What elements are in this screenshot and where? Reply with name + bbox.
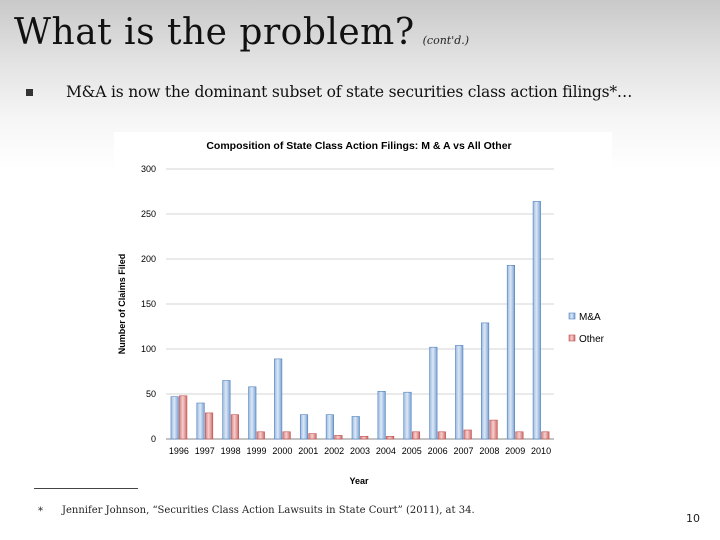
x-tick-label: 2004 xyxy=(376,446,396,456)
y-tick-label: 150 xyxy=(141,299,156,309)
legend-swatch xyxy=(568,312,576,320)
bar-ma-2001 xyxy=(299,414,309,440)
bar-other-2010 xyxy=(541,431,550,440)
bar-other-1997 xyxy=(205,412,214,440)
chart-svg: Composition of State Class Action Filing… xyxy=(117,140,605,486)
bullet-text: M&A is now the dominant subset of state … xyxy=(66,83,633,101)
legend-label: Other xyxy=(579,334,605,345)
bar-ma-2008 xyxy=(481,322,490,440)
y-axis-label: Number of Claims Filed xyxy=(117,254,127,355)
bar-ma-2010 xyxy=(532,201,541,440)
x-tick-label: 1997 xyxy=(195,446,215,456)
bar-ma-1996 xyxy=(170,396,179,440)
y-axis-ticks: 0 50 100 150 200 250 300 xyxy=(141,164,156,444)
y-tick-label: 250 xyxy=(141,209,156,219)
x-tick-label: 1996 xyxy=(169,446,189,456)
bar-other-2004 xyxy=(386,435,395,440)
legend-label: M&A xyxy=(579,312,601,323)
x-tick-label: 1998 xyxy=(221,446,241,456)
bar-other-1999 xyxy=(256,431,265,440)
bar-other-1996 xyxy=(179,395,188,440)
x-tick-label: 2007 xyxy=(453,446,473,456)
legend-swatch xyxy=(568,334,576,342)
footnote-divider xyxy=(34,488,138,489)
bar-chart: Composition of State Class Action Filing… xyxy=(114,132,612,490)
bar-ma-1997 xyxy=(196,402,205,440)
bar-ma-2006 xyxy=(429,346,438,440)
bar-other-2003 xyxy=(360,435,369,440)
x-tick-label: 2009 xyxy=(505,446,525,456)
gridlines xyxy=(166,168,554,395)
bar-other-2002 xyxy=(334,435,343,440)
y-tick-label: 50 xyxy=(146,389,156,399)
y-tick-label: 200 xyxy=(141,254,156,264)
chart-title: Composition of State Class Action Filing… xyxy=(206,140,511,152)
bar-other-2005 xyxy=(411,431,421,440)
x-tick-label: 2010 xyxy=(531,446,551,456)
bar-other-2006 xyxy=(437,431,446,440)
page-number: 10 xyxy=(686,512,700,525)
bar-ma-1999 xyxy=(248,386,257,440)
slide-title: What is the problem? xyxy=(14,12,415,53)
bar-ma-2002 xyxy=(325,414,334,440)
bar-ma-2004 xyxy=(377,390,386,440)
bar-ma-2005 xyxy=(403,391,412,440)
x-tick-label: 2003 xyxy=(350,446,370,456)
bar-other-2007 xyxy=(463,429,472,440)
x-axis-label: Year xyxy=(349,476,369,486)
bar-other-2001 xyxy=(308,433,317,440)
bar-other-2000 xyxy=(282,431,291,440)
x-tick-label: 2001 xyxy=(298,446,318,456)
chart-legend: M&A Other xyxy=(568,312,605,345)
square-bullet-icon xyxy=(26,88,33,96)
x-tick-label: 2005 xyxy=(402,446,422,456)
bar-ma-2009 xyxy=(506,265,516,440)
x-tick-label: 2002 xyxy=(324,446,344,456)
bar-ma-2000 xyxy=(274,358,283,440)
bar-other-2008 xyxy=(489,419,498,440)
footnote-text: Jennifer Johnson, “Securities Class Acti… xyxy=(62,505,475,516)
slide-title-group: What is the problem? (cont'd.) xyxy=(14,12,469,53)
footnote-marker: * xyxy=(38,506,43,517)
x-tick-label: 1999 xyxy=(247,446,267,456)
x-tick-label: 2008 xyxy=(479,446,499,456)
bar-ma-2007 xyxy=(455,345,464,440)
bar-other-2009 xyxy=(515,431,524,440)
slide-title-note: (cont'd.) xyxy=(422,34,470,47)
bar-ma-2003 xyxy=(351,416,360,440)
x-tick-label: 2000 xyxy=(272,446,292,456)
bars xyxy=(170,201,550,440)
x-axis-ticks: 1996 1997 1998 1999 2000 2001 2002 2003 2004 2005… xyxy=(169,446,551,456)
bar-ma-1998 xyxy=(222,380,231,440)
y-tick-label: 0 xyxy=(151,434,156,444)
y-tick-label: 100 xyxy=(141,344,156,354)
bar-other-1998 xyxy=(230,414,239,440)
y-tick-label: 300 xyxy=(141,164,156,174)
x-tick-label: 2006 xyxy=(428,446,448,456)
bullet-item: M&A is now the dominant subset of state … xyxy=(26,83,632,101)
